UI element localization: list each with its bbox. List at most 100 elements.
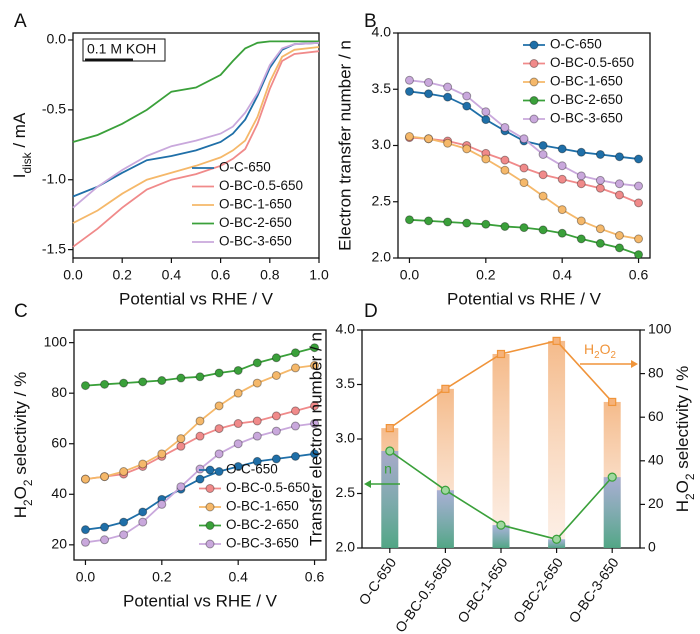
legend-label: O-BC-1-650 <box>226 499 299 514</box>
data-point <box>176 373 186 383</box>
y-tick-label: 3.5 <box>372 80 392 96</box>
data-point <box>462 101 472 111</box>
data-point <box>214 401 224 411</box>
data-point <box>634 250 644 260</box>
y-axis-label-part: H <box>11 506 30 518</box>
data-point <box>233 388 243 398</box>
data-point <box>614 231 624 240</box>
data-point <box>214 368 224 378</box>
data-point <box>195 431 205 441</box>
data-point <box>310 401 320 411</box>
data-point <box>538 191 548 201</box>
legend-marker <box>205 521 215 530</box>
x-tick-label: 0.0 <box>400 267 420 283</box>
data-point <box>634 234 644 244</box>
y-axis-label-part: / mA <box>10 112 29 152</box>
y2-axis-label-part: selectivity / % <box>673 366 692 474</box>
data-point <box>271 426 281 436</box>
data-point <box>614 152 624 162</box>
data-point <box>595 175 605 185</box>
data-point <box>100 379 110 389</box>
y2-axis-label-part: O <box>673 480 692 493</box>
data-point <box>252 378 262 388</box>
y-tick-label: 4.0 <box>336 321 356 337</box>
data-point <box>519 134 529 144</box>
data-point <box>195 464 205 474</box>
legend-label: O-BC-3-650 <box>226 536 299 551</box>
data-point <box>404 215 414 225</box>
x-axis-label: Potential vs RHE / V <box>119 289 274 308</box>
x-tick-label: 0.0 <box>63 267 83 283</box>
data-point <box>271 370 281 380</box>
legend-label: O-C-650 <box>219 160 271 175</box>
y-axis-label-part: 2 <box>21 499 35 506</box>
x-tick-label: 0.6 <box>305 569 325 585</box>
bar <box>603 477 621 548</box>
data-point <box>441 384 450 393</box>
data-point <box>80 537 90 547</box>
data-point <box>195 474 205 484</box>
x-tick-label: 0.4 <box>162 267 182 283</box>
data-point <box>576 216 586 226</box>
legend-label: O-BC-2-650 <box>550 92 623 107</box>
data-point <box>462 218 472 228</box>
legend-label: O-BC-2-650 <box>219 215 292 230</box>
y-tick-label: 0.0 <box>47 31 67 47</box>
x-axis-label: Potential vs RHE / V <box>447 289 602 308</box>
data-point <box>195 372 205 382</box>
x-tick-label: O-BC-0.5-650 <box>392 555 455 634</box>
legend-label: O-BC-0.5-650 <box>226 480 310 495</box>
data-point <box>214 424 224 434</box>
y-tick-label: 2.5 <box>372 192 392 208</box>
data-point <box>424 134 434 144</box>
y-tick-label: 3.5 <box>336 375 356 391</box>
data-point <box>557 161 567 171</box>
data-point <box>157 376 167 386</box>
arrow-head <box>364 480 371 488</box>
data-point <box>290 348 300 358</box>
data-point <box>634 181 644 191</box>
data-point <box>80 525 90 535</box>
y-axis-label: Transfer electron number / n <box>306 332 325 546</box>
data-point <box>538 170 548 180</box>
y-tick-label: 0 <box>648 539 656 555</box>
data-point <box>595 224 605 234</box>
data-point <box>290 451 300 461</box>
y-axis-label-part: O <box>11 486 30 499</box>
panel-letter: B <box>364 11 377 32</box>
data-point <box>195 416 205 426</box>
data-point <box>157 449 167 459</box>
series-line <box>72 46 320 224</box>
y-tick-label: 4.0 <box>372 24 392 40</box>
y2-axis-label-part: 2 <box>683 473 697 480</box>
bar <box>436 490 454 548</box>
data-point <box>214 467 224 477</box>
data-point <box>595 183 605 193</box>
y-axis-label-part: I <box>10 174 29 179</box>
x-tick-label: 0.8 <box>260 267 280 283</box>
data-point <box>404 87 414 96</box>
data-point <box>519 163 529 173</box>
y2-axis-label-part: H <box>673 500 692 512</box>
data-point <box>634 198 644 208</box>
bar <box>381 450 399 548</box>
legend-label: O-C-650 <box>226 462 278 477</box>
data-point <box>385 424 394 433</box>
legend-label: O-BC-2-650 <box>226 517 299 532</box>
data-point <box>557 174 567 184</box>
panel-letter: A <box>14 11 27 32</box>
data-point <box>443 138 453 148</box>
y-tick-label: 3.0 <box>336 430 356 446</box>
y-tick-label: -1.0 <box>42 170 66 186</box>
data-point <box>481 154 491 164</box>
data-point <box>551 534 562 544</box>
x-tick-label: O-BC-1-650 <box>454 554 511 625</box>
y2-axis-label-part: 2 <box>683 493 697 500</box>
data-point <box>538 225 548 235</box>
data-point <box>424 216 434 226</box>
data-point <box>440 485 450 495</box>
data-point <box>481 107 491 117</box>
data-point <box>462 91 472 101</box>
data-point <box>462 144 472 154</box>
data-point <box>496 520 506 530</box>
